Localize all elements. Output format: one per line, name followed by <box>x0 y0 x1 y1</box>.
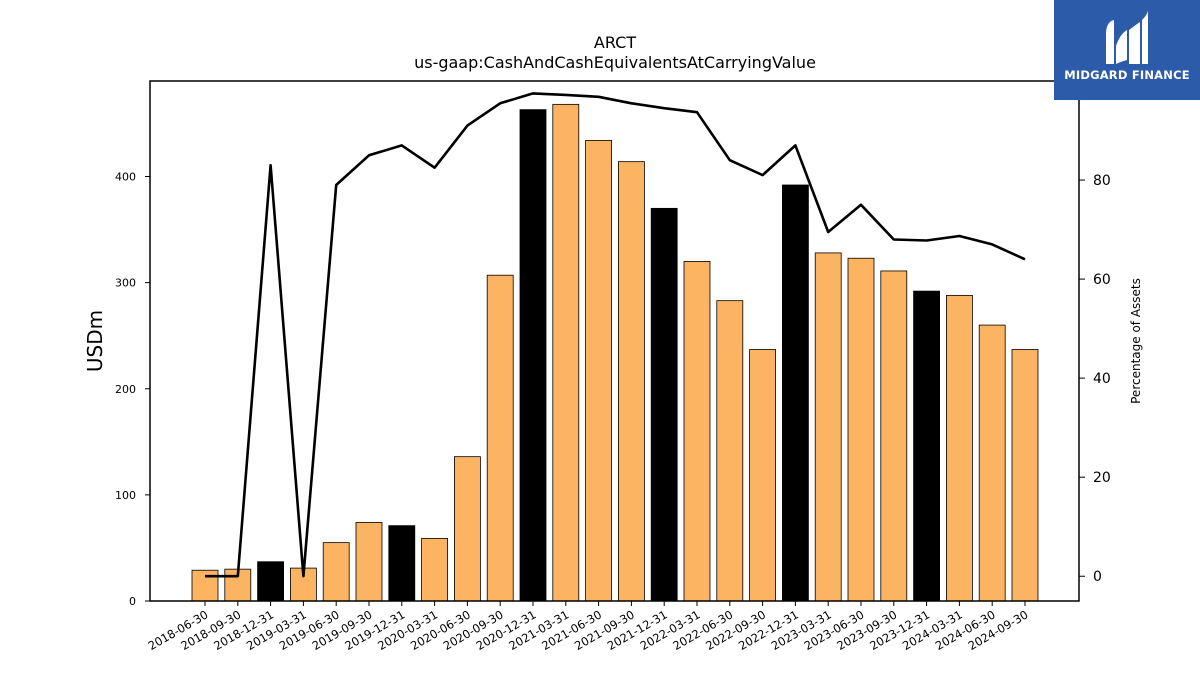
y-tick-label: 200 <box>115 383 136 396</box>
y-tick-label: 0 <box>129 595 136 608</box>
y-axis-label: USDm <box>83 310 107 372</box>
bar-2022-09-30 <box>749 349 776 602</box>
y-tick-label: 100 <box>115 489 136 502</box>
bar-2021-09-30 <box>618 161 645 602</box>
chart-subtitle: us-gaap:CashAndCashEquivalentsAtCarrying… <box>414 53 816 72</box>
y-tick-label: 300 <box>115 277 136 290</box>
y2-axis-label: Percentage of Assets <box>1129 278 1143 404</box>
bar-2021-03-31 <box>552 103 580 602</box>
bar-2023-06-30 <box>847 257 875 602</box>
y2-tick-label: 20 <box>1093 470 1111 486</box>
chart-title: ARCT <box>594 33 636 52</box>
y2-tick-label: 0 <box>1093 569 1102 585</box>
bar-2019-06-30 <box>322 542 350 602</box>
logo-text: MIDGARD FINANCE <box>1064 68 1190 82</box>
y-tick-label: 400 <box>115 171 136 184</box>
bar-2024-06-30 <box>978 324 1006 602</box>
bar-2024-09-30 <box>1011 349 1039 602</box>
bar-2021-06-30 <box>585 140 612 602</box>
bar-2022-03-31 <box>683 261 711 602</box>
bar-2019-12-31 <box>388 525 416 602</box>
brand-logo: MIDGARD FINANCE <box>1054 0 1200 100</box>
bar-2018-12-31 <box>257 561 285 602</box>
bar-2023-03-31 <box>814 252 842 602</box>
bar-2022-12-31 <box>782 184 809 602</box>
plot-frame <box>149 80 1080 602</box>
bar-group <box>191 103 1039 602</box>
bar-2023-12-31 <box>913 290 940 602</box>
bar-2018-06-30 <box>191 569 219 602</box>
bar-2020-12-31 <box>519 109 547 602</box>
percentage-line <box>205 92 1026 578</box>
bar-2019-09-30 <box>355 522 383 602</box>
y2-tick-label: 60 <box>1093 272 1111 288</box>
bar-2022-06-30 <box>716 300 744 602</box>
axes <box>149 80 1080 602</box>
bar-2023-09-30 <box>880 270 908 602</box>
bar-2020-09-30 <box>486 274 514 602</box>
y2-tick-label: 40 <box>1093 371 1111 387</box>
bar-2021-12-31 <box>650 207 678 602</box>
midgard-logo-icon <box>1106 10 1148 64</box>
bar-2020-06-30 <box>453 456 481 602</box>
bar-2024-03-31 <box>946 294 973 602</box>
y2-tick-label: 80 <box>1093 173 1111 189</box>
bar-2020-03-31 <box>421 537 449 602</box>
line-group <box>205 92 1026 578</box>
